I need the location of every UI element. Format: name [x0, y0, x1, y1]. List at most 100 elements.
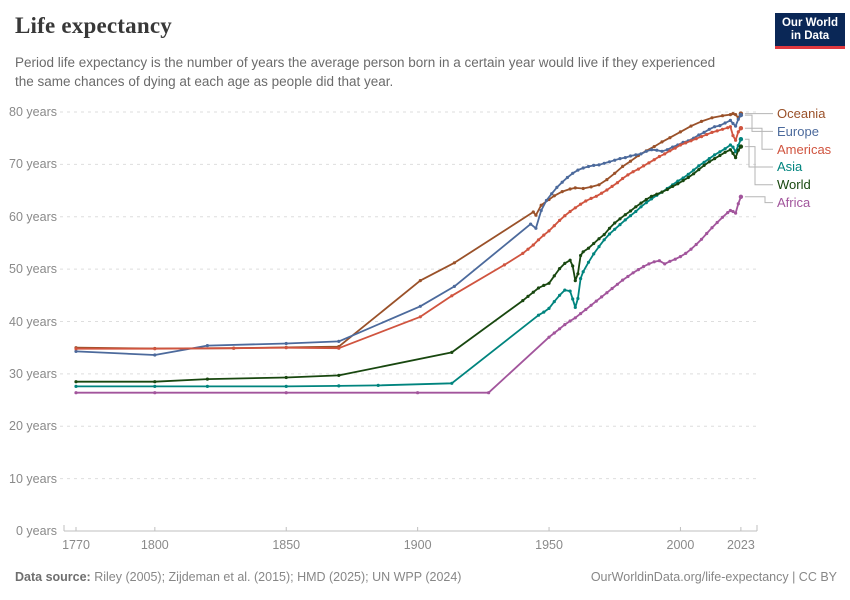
series-point-europe — [628, 154, 633, 158]
series-point-europe — [529, 222, 533, 226]
series-point-africa — [579, 312, 583, 316]
series-label-world[interactable]: World — [777, 177, 811, 193]
series-label-oceania[interactable]: Oceania — [777, 106, 826, 122]
series-point-world — [718, 153, 722, 158]
owid-logo[interactable]: Our World in Data — [775, 13, 845, 49]
series-label-europe[interactable]: Europe — [777, 123, 819, 139]
x-axis-tick-label-2023: 2023 — [726, 538, 755, 552]
series-point-world — [713, 157, 717, 161]
series-label-asia[interactable]: Asia — [777, 159, 803, 175]
series-line-world[interactable] — [76, 146, 742, 383]
series-point-asia — [450, 381, 454, 385]
series-point-europe — [613, 158, 617, 162]
series-point-americas — [673, 146, 677, 150]
series-point-oceania — [668, 136, 672, 140]
series-point-world — [671, 184, 675, 188]
series-point-africa — [74, 391, 78, 395]
data-source-text: Riley (2005); Zijdeman et al. (2015); HM… — [90, 570, 462, 584]
y-axis-tick-label-20: 20 years — [9, 419, 57, 434]
series-point-world — [613, 221, 617, 225]
series-point-americas — [610, 184, 614, 188]
series-point-asia — [607, 232, 612, 236]
series-point-americas — [705, 132, 709, 137]
series-point-europe — [586, 164, 591, 169]
series-point-europe — [707, 127, 711, 131]
series-point-world — [542, 283, 546, 287]
series-point-oceania — [597, 183, 601, 187]
series-line-europe[interactable] — [75, 114, 742, 356]
y-axis-tick-label-30: 30 years — [9, 366, 57, 381]
series-point-world — [676, 182, 680, 186]
series-point-world — [521, 299, 525, 303]
series-point-americas — [337, 346, 341, 350]
owid-logo-line2: in Data — [790, 29, 830, 42]
series-point-americas — [552, 224, 556, 228]
series-label-leader-africa — [744, 196, 773, 204]
series-point-africa — [726, 211, 730, 215]
series-point-americas — [731, 134, 735, 138]
series-point-asia — [547, 306, 551, 310]
series-point-world — [563, 261, 567, 265]
series-point-africa — [699, 237, 704, 241]
series-point-europe — [738, 112, 744, 118]
series-point-asia — [284, 384, 288, 388]
series-point-world — [665, 187, 669, 192]
series-point-asia — [576, 296, 580, 301]
series-point-americas — [521, 251, 525, 255]
series-point-world — [552, 274, 556, 278]
series-point-asia — [728, 143, 733, 147]
y-axis-tick-label-80: 80 years — [9, 105, 57, 119]
series-point-europe — [671, 145, 675, 149]
series-point-americas — [502, 263, 506, 267]
series-point-americas — [734, 138, 738, 142]
series-point-asia — [536, 313, 541, 317]
series-point-europe — [576, 168, 580, 172]
series-label-americas[interactable]: Americas — [777, 141, 832, 157]
series-point-africa — [663, 262, 667, 266]
series-point-americas — [605, 188, 609, 192]
series-point-africa — [568, 319, 572, 323]
series-point-africa — [487, 391, 491, 395]
series-point-americas — [568, 209, 572, 214]
series-point-oceania — [568, 187, 572, 191]
series-point-world — [602, 233, 606, 237]
series-line-africa[interactable] — [76, 196, 742, 394]
series-point-world — [618, 217, 622, 221]
series-point-asia — [713, 153, 717, 157]
series-point-world — [731, 151, 735, 155]
series-point-asia — [542, 310, 546, 314]
series-point-world — [579, 253, 583, 258]
series-point-africa — [573, 316, 577, 320]
series-point-oceania — [710, 116, 714, 120]
series-point-world — [531, 290, 535, 294]
series-point-oceania — [552, 194, 556, 198]
series-point-americas — [647, 161, 651, 165]
series-line-oceania[interactable] — [75, 112, 742, 350]
series-point-americas — [526, 247, 530, 251]
series-label-leader-world — [744, 146, 773, 186]
x-axis-tick-label-1900: 1900 — [403, 538, 432, 552]
x-axis-tick-label-1800: 1800 — [140, 538, 169, 552]
series-point-americas — [657, 154, 662, 159]
series-point-africa — [684, 251, 688, 255]
series-point-europe — [534, 226, 538, 230]
series-point-asia — [376, 383, 380, 387]
series-point-asia — [602, 238, 606, 242]
series-point-americas — [652, 158, 656, 162]
series-point-asia — [686, 172, 690, 176]
series-point-africa — [673, 257, 677, 261]
series-point-africa — [600, 295, 604, 299]
series-point-europe — [581, 166, 585, 170]
series-point-africa — [594, 299, 598, 303]
series-point-world — [558, 267, 562, 271]
y-axis-tick-label-70: 70 years — [9, 157, 57, 172]
series-point-oceania — [589, 185, 593, 189]
series-point-europe — [655, 148, 659, 152]
citation-link[interactable]: OurWorldinData.org/life-expectancy | CC … — [590, 570, 837, 584]
series-point-europe — [623, 156, 627, 160]
series-label-africa[interactable]: Africa — [777, 195, 811, 211]
series-point-africa — [720, 215, 725, 219]
y-axis-tick-label-60: 60 years — [9, 209, 57, 224]
series-line-americas[interactable] — [76, 125, 742, 350]
series-point-oceania — [678, 130, 683, 134]
